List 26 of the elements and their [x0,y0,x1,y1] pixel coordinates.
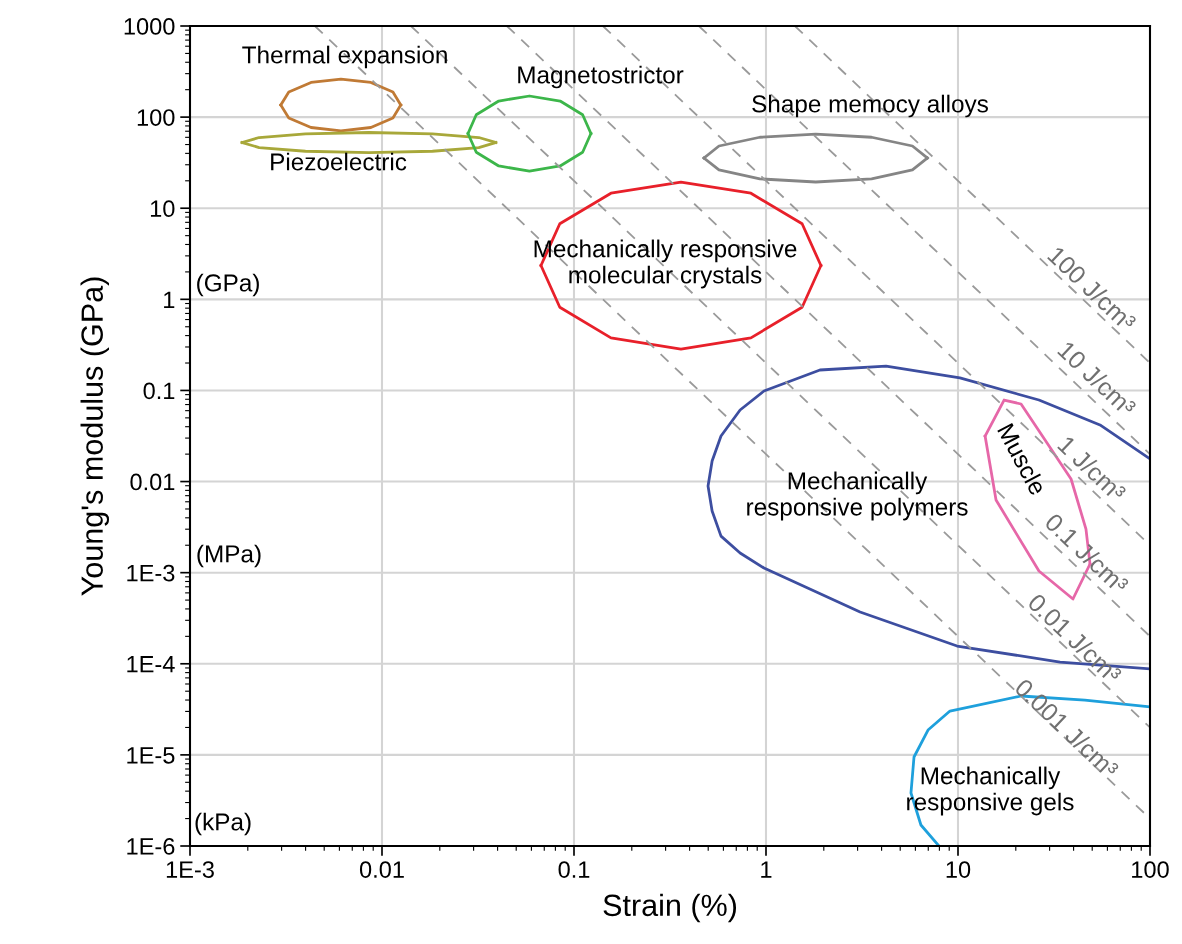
annotation: Mechanically responsive polymers [747,471,968,521]
annotation: (GPa) [197,273,259,297]
y-tick-label: 1 [164,291,175,308]
annotation: Shape memocy alloys [752,94,988,118]
annotation: (MPa) [197,544,261,568]
x-tick-label: 1E-3 [166,861,214,878]
y-tick-label: 100 [137,109,175,126]
y-tick-label: 1E-6 [127,838,175,855]
annotation: (kPa) [195,812,251,836]
x-tick-label: 0.01 [359,861,404,878]
x-tick-label: 10 [946,861,971,878]
x-axis-title: Strain (%) [603,893,737,923]
y-tick-label: 1E-4 [127,656,175,673]
y-tick-label: 0.1 [143,382,175,400]
x-tick-label: 1 [761,861,772,878]
annotation: Thermal expansion [242,45,447,69]
annotation: Magnetostrictor [518,65,684,89]
y-tick-label: 1E-3 [127,564,175,582]
y-axis-title: Young's modulus (GPa) [80,277,110,596]
y-tick-label: 0.01 [130,473,175,491]
y-tick-label: 10 [150,200,175,218]
x-tick-label: 100 [1132,861,1169,878]
y-tick-label: 1000 [124,18,175,35]
annotation: Piezoelectric [271,152,407,171]
y-tick-label: 1E-5 [127,747,175,764]
x-tick-label: 0.1 [558,861,590,878]
